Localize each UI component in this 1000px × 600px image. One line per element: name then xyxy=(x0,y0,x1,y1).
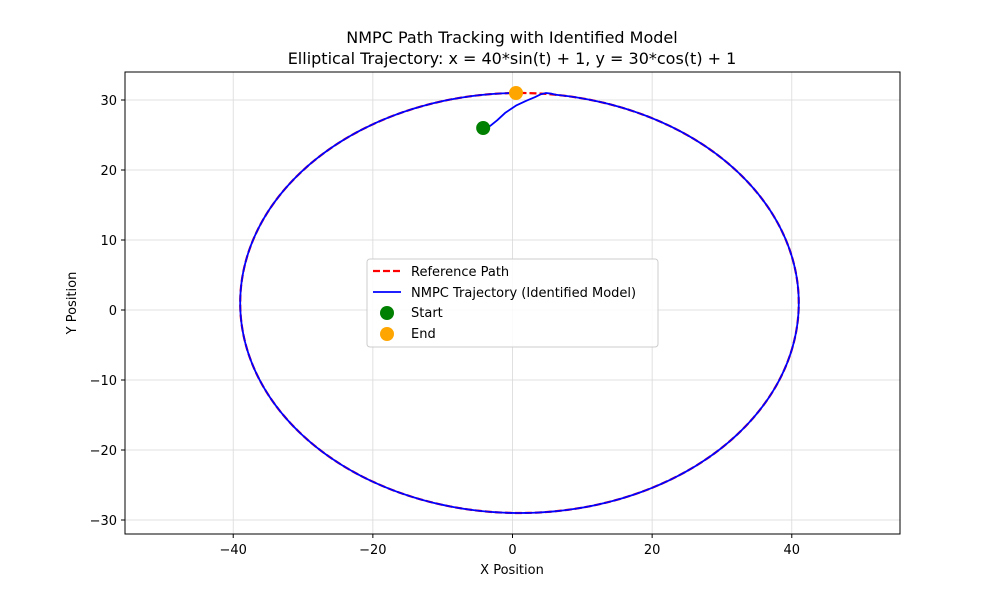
x-tick-label: 0 xyxy=(508,543,516,558)
x-tick-label: 20 xyxy=(644,543,661,558)
legend-start-label: Start xyxy=(411,306,443,321)
y-tick-label: 30 xyxy=(100,94,117,109)
y-tick-label: −30 xyxy=(90,514,117,529)
start-marker xyxy=(476,121,491,135)
y-tick-label: 20 xyxy=(100,164,117,179)
plot-area xyxy=(239,86,800,515)
x-axis-label: X Position xyxy=(480,563,544,578)
y-tick-label: 0 xyxy=(109,304,117,319)
chart-subtitle: Elliptical Trajectory: x = 40*sin(t) + 1… xyxy=(288,49,737,68)
x-tick-label: −20 xyxy=(359,543,386,558)
legend-trajectory-label: NMPC Trajectory (Identified Model) xyxy=(411,286,636,301)
x-axis-ticks: −40 −20 0 20 40 xyxy=(220,534,801,558)
end-marker xyxy=(508,86,523,100)
legend-end-label: End xyxy=(411,327,436,342)
y-axis-label: Y Position xyxy=(65,272,80,336)
chart-title: NMPC Path Tracking with Identified Model xyxy=(346,28,677,47)
y-tick-label: 10 xyxy=(100,234,117,249)
x-tick-label: −40 xyxy=(220,543,247,558)
y-tick-label: −10 xyxy=(90,374,117,389)
nmpc-trajectory-line xyxy=(239,92,800,514)
y-tick-label: −20 xyxy=(90,444,117,459)
x-tick-label: 40 xyxy=(784,543,801,558)
legend-end-marker xyxy=(380,327,394,341)
y-axis-ticks: −30 −20 −10 0 10 20 30 xyxy=(90,94,125,529)
legend-box xyxy=(366,258,659,348)
legend-start-marker xyxy=(380,306,394,320)
legend-reference-label: Reference Path xyxy=(411,265,509,280)
legend: Reference Path NMPC Trajectory (Identifi… xyxy=(366,258,659,348)
